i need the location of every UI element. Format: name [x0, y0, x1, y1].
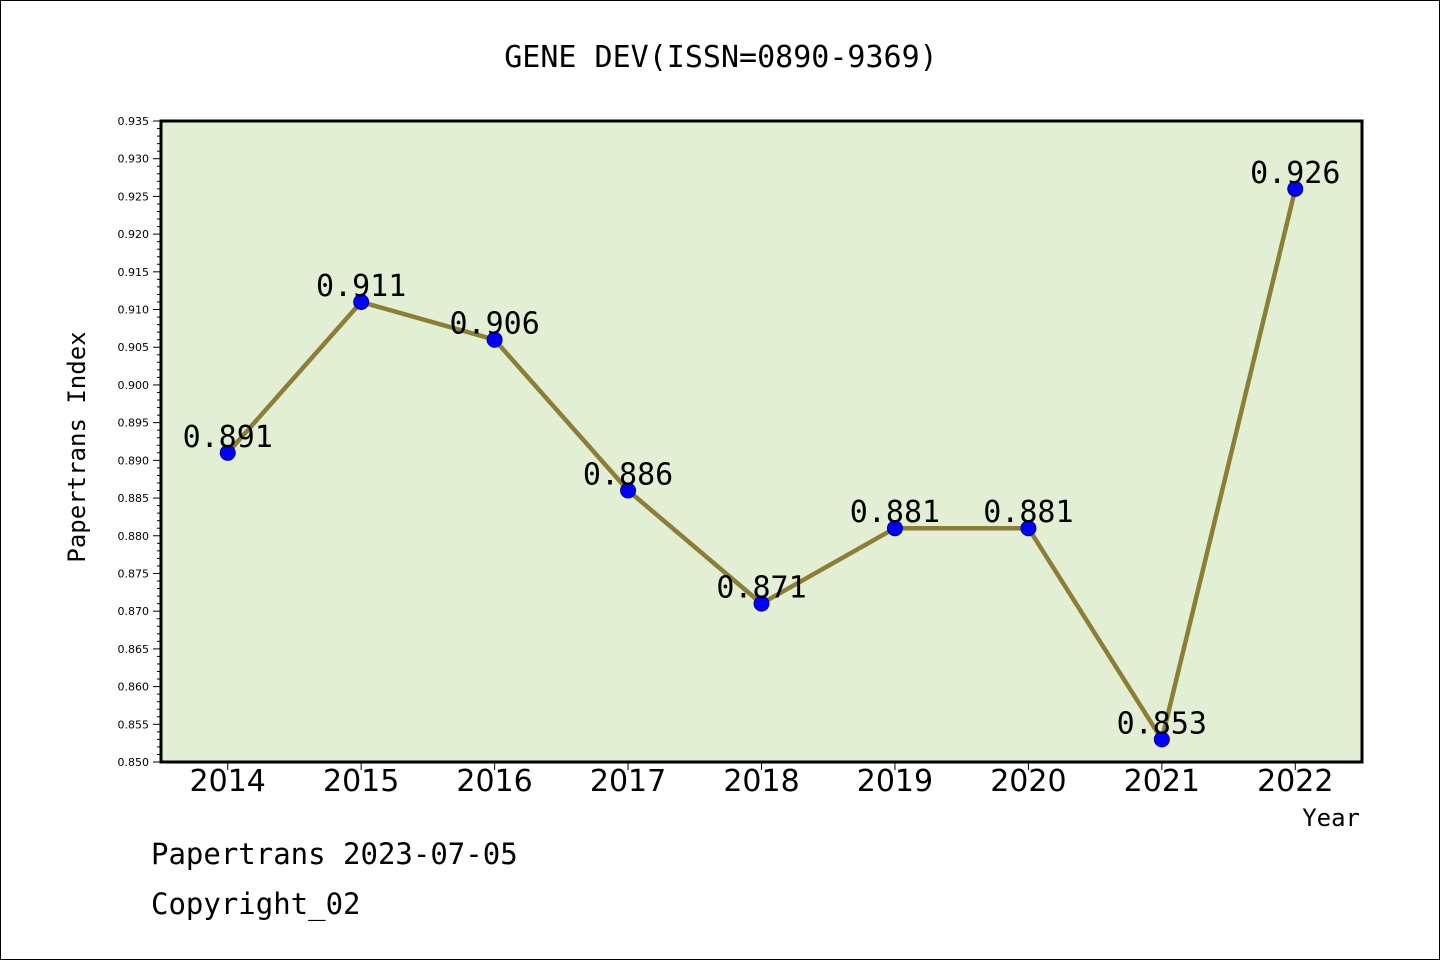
plot-area — [159, 119, 1364, 764]
x-tick-label: 2016 — [456, 764, 532, 799]
y-tick-label: 0.930 — [118, 153, 150, 166]
y-tick-label: 0.880 — [118, 530, 150, 543]
x-tick-label: 2019 — [857, 764, 933, 799]
x-axis-ticks: 2014 2015 2016 2017 2018 2019 2020 2021 2022 — [190, 762, 1333, 799]
y-tick-label: 0.875 — [118, 567, 150, 580]
data-point — [1287, 180, 1304, 197]
y-tick-label: 0.935 — [118, 115, 150, 128]
y-tick-label: 0.910 — [118, 304, 150, 317]
x-tick-label: 2021 — [1124, 764, 1200, 799]
y-tick-label: 0.925 — [118, 190, 150, 203]
data-label: 0.886 — [583, 458, 673, 493]
data-label: 0.853 — [1117, 706, 1207, 741]
data-point — [353, 293, 370, 310]
data-label: 0.891 — [183, 420, 273, 455]
data-point — [219, 444, 236, 461]
data-label: 0.911 — [316, 269, 406, 304]
data-label: 0.871 — [716, 571, 806, 606]
data-label: 0.926 — [1250, 156, 1340, 191]
y-tick-label: 0.870 — [118, 605, 150, 618]
y-tick-label: 0.850 — [118, 756, 150, 769]
x-tick-label: 2014 — [190, 764, 266, 799]
x-tick-label: 2015 — [323, 764, 399, 799]
chart-title: GENE DEV(ISSN=0890-9369) — [504, 40, 937, 75]
footer-date-text: Papertrans 2023-07-05 — [151, 837, 518, 871]
data-point — [753, 595, 770, 612]
y-tick-label: 0.865 — [118, 643, 150, 656]
y-tick-label: 0.900 — [118, 379, 150, 392]
y-tick-label: 0.885 — [118, 492, 150, 505]
data-point — [886, 520, 903, 537]
footer-copyright-text: Copyright_02 — [151, 887, 361, 921]
y-tick-label: 0.920 — [118, 228, 150, 241]
y-tick-label: 0.855 — [118, 718, 150, 731]
y-tick-label: 0.905 — [118, 341, 150, 354]
y-axis-ticks: 0.850 0.855 0.860 0.865 0.870 0.875 0.880 0.885… — [118, 115, 161, 769]
x-tick-label: 2017 — [590, 764, 666, 799]
data-point — [620, 482, 637, 499]
y-tick-label: 0.915 — [118, 266, 150, 279]
series-group: 0.891 0.911 0.906 0.886 0.871 0.881 0.881 0.853… — [183, 156, 1340, 748]
y-tick-label: 0.895 — [118, 417, 150, 430]
data-point — [1020, 520, 1037, 537]
x-tick-label: 2020 — [990, 764, 1066, 799]
x-tick-label: 2022 — [1257, 764, 1333, 799]
data-label: 0.906 — [449, 307, 539, 342]
data-label: 0.881 — [983, 495, 1073, 530]
x-tick-label: 2018 — [723, 764, 799, 799]
y-tick-label: 0.890 — [118, 454, 150, 467]
y-tick-label: 0.860 — [118, 681, 150, 694]
y-axis-label: Papertrans Index — [63, 331, 91, 562]
data-label: 0.881 — [850, 495, 940, 530]
x-axis-label: Year — [1302, 804, 1360, 832]
data-point — [486, 331, 503, 348]
data-point — [1153, 731, 1170, 748]
